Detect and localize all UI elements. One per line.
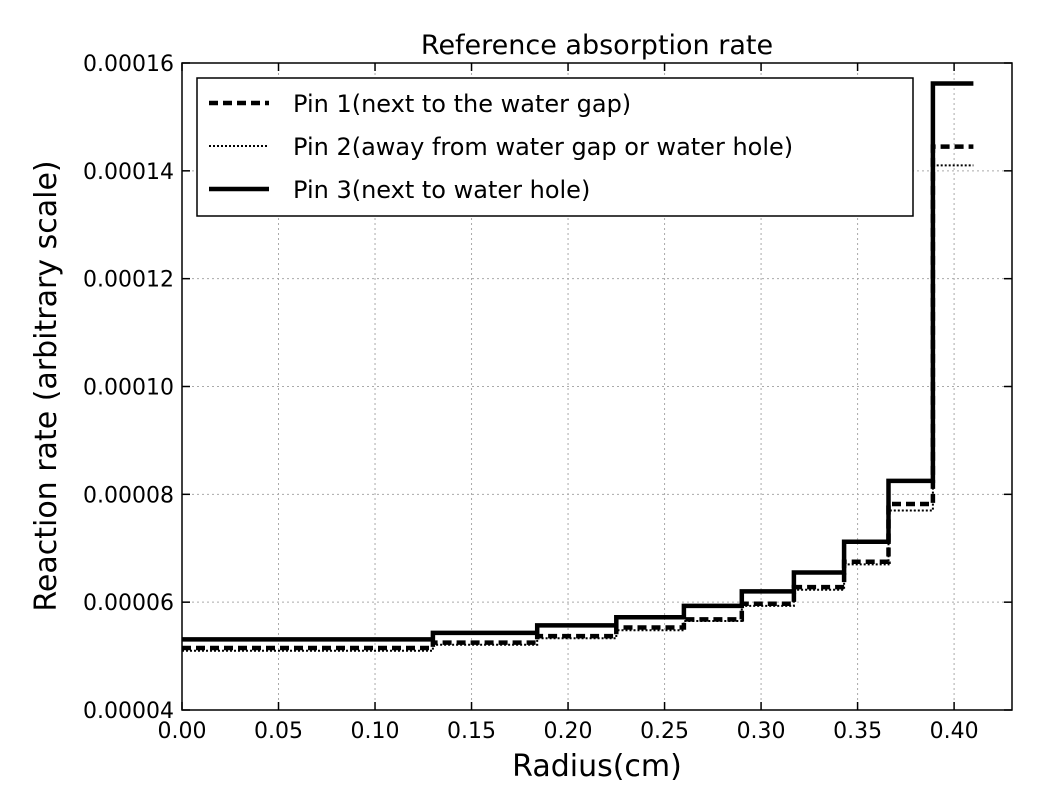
y-tick-label: 0.00004 [83,699,174,724]
legend-box [196,77,914,217]
series-lines [182,81,974,652]
x-tick-label: 0.25 [640,719,689,744]
x-tick-label: 0.15 [447,719,496,744]
x-tick-label: 0.10 [351,719,400,744]
x-axis-label: Radius(cm) [512,749,682,784]
y-axis-label: Reaction rate (arbitrary scale) [29,160,64,611]
y-tick-label: 0.00008 [83,483,174,508]
x-tick-label: 0.00 [158,719,207,744]
series-line-pin-1 [182,144,974,651]
x-tick-label: 0.20 [544,719,593,744]
y-tick-label: 0.00014 [83,160,174,185]
legend-label: Pin 3(next to water hole) [293,176,590,204]
x-tick-label: 0.05 [254,719,303,744]
y-tick-label: 0.00006 [83,591,174,616]
legend-label: Pin 2(away from water gap or water hole) [293,133,793,161]
y-tick-label: 0.00012 [83,268,174,293]
chart-title: Reference absorption rate [421,30,773,61]
series-line-pin-3 [182,81,974,642]
x-tick-label: 0.30 [737,719,786,744]
legend: Pin 1(next to the water gap) Pin 2(away f… [196,77,914,217]
legend-label: Pin 1(next to the water gap) [293,90,631,118]
y-tick-label: 0.00016 [83,52,174,77]
y-tick-label: 0.00010 [83,376,174,401]
tick-labels: 0.00 0.05 0.10 0.15 0.20 0.25 0.30 0.35 0.40 0.00… [83,52,1012,744]
x-tick-label: 0.40 [930,719,979,744]
series-line-pin-2 [182,164,974,652]
x-tick-label: 0.35 [833,719,882,744]
